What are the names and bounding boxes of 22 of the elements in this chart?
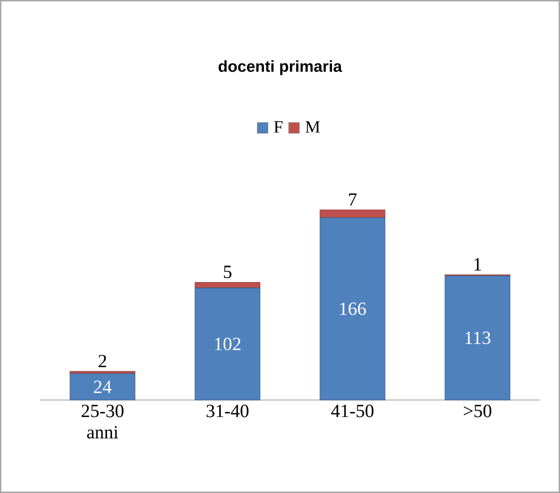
- bar: [194, 288, 260, 400]
- bar: [70, 373, 136, 400]
- bar: [70, 371, 136, 374]
- bar: [444, 276, 510, 400]
- legend-label: F: [274, 121, 283, 133]
- data-label: 2: [98, 354, 106, 368]
- data-label: 102: [215, 338, 240, 350]
- data-label: 1: [474, 258, 482, 270]
- bar: [320, 210, 386, 218]
- data-label: 166: [340, 302, 366, 316]
- legend-label: M: [305, 121, 320, 133]
- bar: [320, 217, 386, 400]
- x-tick-label: 31-40: [206, 404, 248, 418]
- data-label: 24: [94, 380, 112, 393]
- bar: [194, 282, 260, 288]
- x-tick-label: 25-30 anni: [82, 404, 124, 438]
- data-label: 5: [224, 266, 232, 278]
- chart-title: docenti primaria: [218, 60, 342, 76]
- x-tick-label: >50: [464, 404, 492, 418]
- data-label: 113: [466, 332, 490, 344]
- data-label: 7: [349, 193, 357, 206]
- x-tick-label: 41-50: [331, 404, 374, 418]
